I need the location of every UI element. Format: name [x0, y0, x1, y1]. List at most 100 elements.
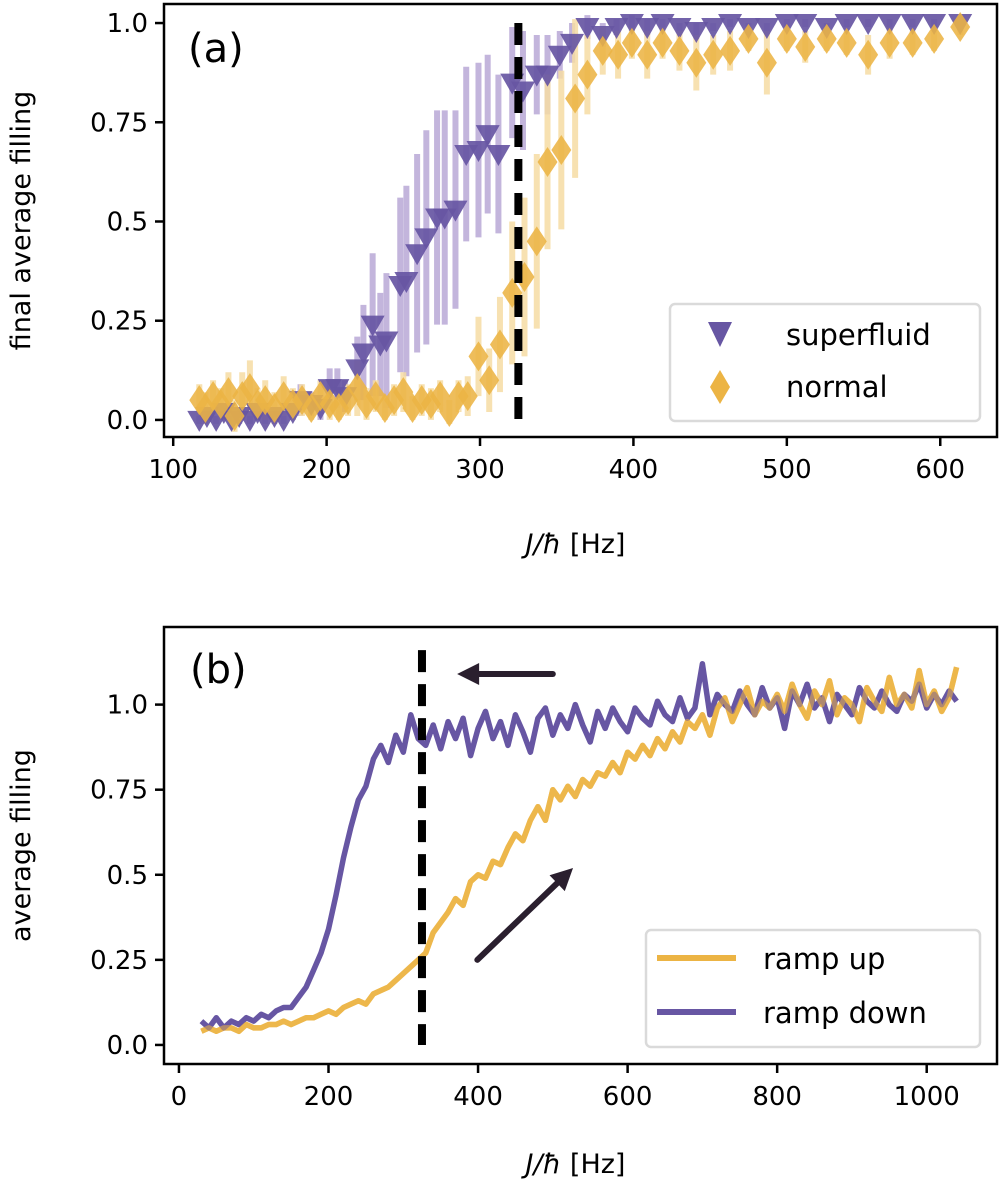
y-tick-label: 0.25 [90, 946, 148, 976]
legend: superfluid normal [668, 302, 982, 423]
superfluid-point [900, 14, 925, 36]
normal-point [776, 23, 797, 54]
normal-point [924, 23, 945, 54]
normal-point [565, 83, 586, 114]
normal-point [879, 27, 900, 58]
normal-point [457, 381, 478, 412]
x-axis-label-symbol: J/ħ [521, 1149, 562, 1180]
superfluid-point [635, 18, 660, 40]
normal-point [703, 39, 724, 70]
x-tick-label: 400 [453, 1082, 503, 1112]
legend-box [668, 302, 982, 423]
superfluid-point [394, 272, 419, 294]
normal-point [795, 31, 816, 62]
superfluid-point [834, 14, 859, 36]
normal-point [239, 373, 260, 404]
normal-point [526, 226, 547, 257]
superfluid-point [443, 200, 468, 222]
normal-point [637, 39, 658, 70]
superfluid-point [345, 359, 370, 381]
normal-point [652, 27, 673, 58]
x-tick-label: 500 [762, 455, 812, 485]
plot-area [187, 12, 973, 432]
x-tick-label: 200 [302, 455, 352, 485]
normal-point [836, 27, 857, 58]
superfluid-point [405, 244, 430, 266]
superfluid-point [535, 65, 560, 87]
normal-point [468, 341, 489, 372]
x-tick-label: 0 [171, 1082, 188, 1112]
y-tick-label: 0.75 [90, 776, 148, 806]
superfluid-point [877, 14, 902, 36]
superfluid-point [510, 81, 535, 103]
superfluid-point [360, 315, 385, 337]
plot-area [199, 661, 960, 1035]
normal-point [592, 35, 613, 66]
superfluid-point [560, 33, 585, 55]
y-tick-label: 0.5 [107, 861, 148, 891]
x-tick-label: 400 [609, 455, 659, 485]
legend: ramp up ramp down [644, 928, 982, 1049]
normal-point [577, 59, 598, 90]
panel-label: (b) [190, 647, 247, 693]
arrow-head [549, 867, 574, 892]
superfluid-point [575, 18, 600, 40]
superfluid-point [475, 125, 500, 147]
x-axis-label: J/ħ [Hz] [521, 1149, 626, 1180]
y-tick-label: 0.0 [107, 406, 148, 436]
legend-label-superfluid: superfluid [786, 318, 931, 352]
normal-point [551, 135, 572, 166]
normal-point [224, 400, 245, 431]
superfluid-point [547, 45, 572, 67]
normal-point [669, 35, 690, 66]
y-axis-label: average filling [6, 749, 37, 942]
superfluid-point [604, 18, 629, 40]
y-tick-label: 1.0 [107, 691, 148, 721]
normal-point [816, 23, 837, 54]
superfluid-point [466, 141, 491, 163]
normal-point [218, 377, 239, 408]
normal-point [902, 27, 923, 58]
legend-marker-triangle-icon [708, 322, 732, 347]
y-tick-label: 0.25 [90, 307, 148, 337]
normal-point [686, 47, 707, 78]
normal-point [858, 39, 879, 70]
x-tick-label: 600 [603, 1082, 653, 1112]
panel-a: 100 200 300 400 500 600 0.0 0.25 0.5 0.75 1.0 (a) J/… [6, 2, 999, 560]
superfluid-point [351, 343, 376, 365]
arrow-shaft [474, 880, 561, 963]
ramp-up-line-overlay [200, 666, 960, 1035]
x-axis-label-symbol: J/ħ [521, 529, 562, 560]
normal-point [738, 23, 759, 54]
superfluid-point [793, 14, 818, 36]
legend-label-normal: normal [786, 370, 888, 404]
x-tick-label: 800 [752, 1082, 802, 1112]
arrow-head [457, 662, 480, 685]
axes-frame [162, 625, 999, 1066]
normal-point [489, 329, 510, 360]
panel-b: 0 200 400 600 800 1000 0.0 0.25 0.5 0.75 1.0 (b) J/ħ… [6, 625, 999, 1180]
normal-point [537, 146, 558, 177]
x-axis-label-unit: [Hz] [561, 1149, 625, 1180]
legend-marker-diamond-icon [710, 370, 730, 404]
normal-point [720, 35, 741, 66]
normal-point [608, 39, 629, 70]
superfluid-point [718, 14, 743, 36]
y-tick-label: 1.0 [107, 9, 148, 39]
legend-label-ramp-down: ramp down [763, 996, 927, 1030]
superfluid-point [701, 18, 726, 40]
panel-label: (a) [188, 26, 244, 72]
x-tick-label: 300 [455, 455, 505, 485]
x-tick-label: 100 [148, 455, 198, 485]
x-axis-label-unit: [Hz] [561, 529, 625, 560]
normal-point [756, 47, 777, 78]
y-axis-label: final average filling [6, 91, 37, 351]
normal-point [950, 12, 971, 43]
superfluid-point [432, 208, 457, 230]
y-tick-label: 0.0 [107, 1031, 148, 1061]
ramp-down-line [199, 661, 959, 1031]
x-tick-label: 200 [304, 1082, 354, 1112]
legend-label-ramp-up: ramp up [763, 942, 885, 976]
superfluid-point [754, 18, 779, 40]
